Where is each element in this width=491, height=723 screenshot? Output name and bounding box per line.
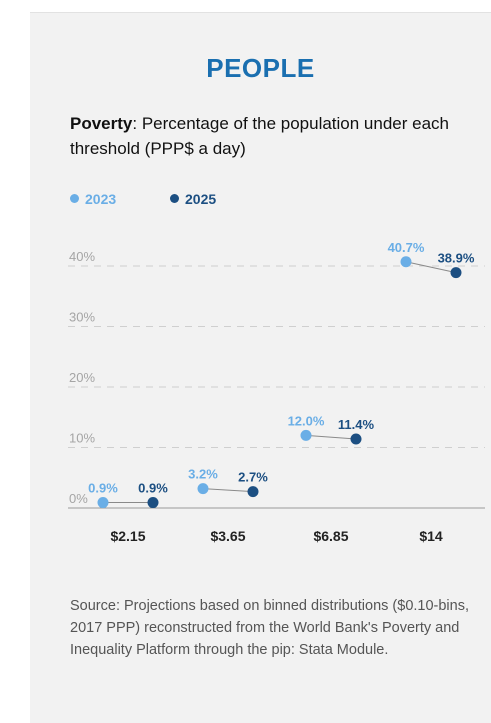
point-2023 xyxy=(97,497,109,509)
point-2023 xyxy=(300,429,312,441)
legend-label-2025: 2025 xyxy=(185,191,217,207)
y-tick-label: 40% xyxy=(69,249,95,264)
data-label-2023: 40.7% xyxy=(388,240,425,255)
legend-label-2023: 2023 xyxy=(85,191,117,207)
legend-dot-2023 xyxy=(70,194,79,203)
point-2025 xyxy=(350,433,362,445)
legend-dot-2025 xyxy=(170,194,179,203)
y-tick-label: 0% xyxy=(69,491,88,506)
connector-line xyxy=(202,488,254,493)
chart-card: PEOPLE Poverty: Percentage of the popula… xyxy=(30,12,491,723)
x-tick-label: $6.85 xyxy=(313,528,348,544)
data-label-2023: 12.0% xyxy=(288,413,325,428)
x-tick-label: $14 xyxy=(419,528,443,544)
x-tick-label: $2.15 xyxy=(110,528,145,544)
section-title: PEOPLE xyxy=(206,53,315,83)
point-2025 xyxy=(147,497,159,509)
connector-line xyxy=(405,261,457,274)
point-2023 xyxy=(400,256,412,268)
x-tick-label: $3.65 xyxy=(210,528,245,544)
data-label-2023: 0.9% xyxy=(88,481,118,496)
source-note: Source: Projections based on binned dist… xyxy=(70,598,469,658)
data-label-2025: 0.9% xyxy=(138,481,168,496)
dot-plot-chart: 0% 10% 20% 30% 40% $2.15 $3.65 $6.85 $14 0.9% 0.9%… xyxy=(68,240,485,544)
subtitle-bold: Poverty xyxy=(70,114,133,133)
y-tick-label: 10% xyxy=(69,431,95,446)
point-2025 xyxy=(450,267,462,279)
subtitle-rest: : Percentage of the population under eac… xyxy=(70,114,449,158)
point-2025 xyxy=(247,486,259,498)
data-label-2025: 2.7% xyxy=(238,470,268,485)
y-tick-label: 30% xyxy=(69,310,95,325)
y-tick-label: 20% xyxy=(69,370,95,385)
legend-item-2025: 2025 xyxy=(170,191,216,207)
data-label-2023: 3.2% xyxy=(188,467,218,482)
legend-item-2023: 2023 xyxy=(70,191,116,207)
connector-line xyxy=(305,434,357,440)
chart-subtitle: Poverty: Percentage of the population un… xyxy=(70,111,480,161)
data-label-2025: 11.4% xyxy=(338,417,375,432)
data-label-2025: 38.9% xyxy=(438,251,475,266)
point-2023 xyxy=(197,483,209,495)
